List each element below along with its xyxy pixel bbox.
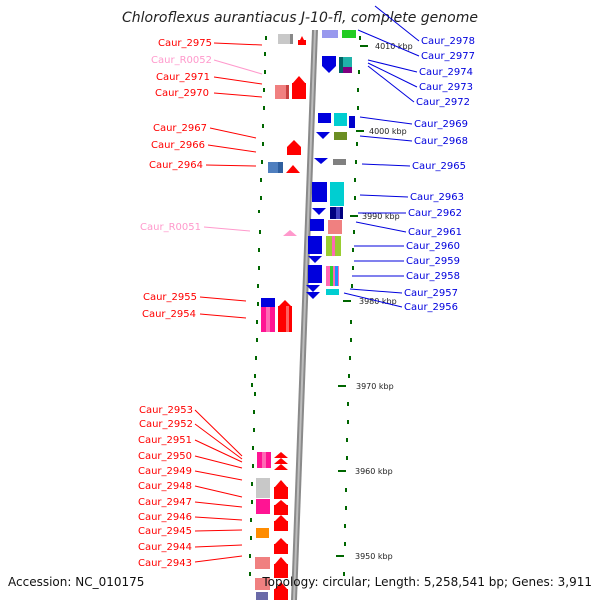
ruler-label-4010: 4010 kbp (375, 42, 413, 51)
right-gene-labels: Caur_2978 Caur_2977 Caur_2974 Caur_2973 … (404, 36, 475, 313)
ruler-label-3970: 3970 kbp (356, 382, 394, 391)
gene-label-caur-r0052[interactable]: Caur_R0052 (151, 55, 212, 66)
gene-label-caur-2967[interactable]: Caur_2967 (153, 123, 207, 134)
gene-label-caur-2956[interactable]: Caur_2956 (404, 302, 458, 313)
gene-label-caur-2963[interactable]: Caur_2963 (410, 192, 464, 203)
gene-label-caur-2964[interactable]: Caur_2964 (149, 160, 203, 171)
gene-label-caur-2962[interactable]: Caur_2962 (408, 208, 462, 219)
gene-label-caur-2965[interactable]: Caur_2965 (412, 161, 466, 172)
ruler-label-3990: 3990 kbp (362, 212, 400, 221)
right-track (343, 36, 361, 576)
gene-label-caur-2971[interactable]: Caur_2971 (156, 72, 210, 83)
left-track (249, 36, 267, 576)
ruler-label-3950: 3950 kbp (355, 552, 393, 561)
gene-label-caur-2968[interactable]: Caur_2968 (414, 136, 468, 147)
gene-label-caur-2978[interactable]: Caur_2978 (421, 36, 475, 47)
gene-label-caur-2948[interactable]: Caur_2948 (138, 481, 192, 492)
gene-label-caur-2944[interactable]: Caur_2944 (138, 542, 192, 553)
gene-label-caur-2975[interactable]: Caur_2975 (158, 38, 212, 49)
left-leader-lines (194, 42, 263, 563)
gene-label-caur-2950[interactable]: Caur_2950 (138, 451, 192, 462)
gene-label-caur-r0051[interactable]: Caur_R0051 (140, 222, 201, 233)
ruler-label-3960: 3960 kbp (355, 467, 393, 476)
genome-title: Chloroflexus aurantiacus J-10-fl, comple… (122, 10, 478, 26)
ruler-major-ticks (336, 45, 368, 557)
right-leader-lines (343, 5, 420, 308)
gene-label-caur-2951[interactable]: Caur_2951 (138, 435, 192, 446)
topology-text: Topology: circular; Length: 5,258,541 bp… (261, 575, 592, 589)
gene-label-caur-2977[interactable]: Caur_2977 (421, 51, 475, 62)
ruler-label-4000: 4000 kbp (369, 127, 407, 136)
gene-label-caur-2947[interactable]: Caur_2947 (138, 497, 192, 508)
gene-label-caur-2973[interactable]: Caur_2973 (419, 82, 473, 93)
left-gene-labels: Caur_2975 Caur_R0052 Caur_2971 Caur_2970… (138, 38, 212, 569)
gene-label-caur-2955[interactable]: Caur_2955 (143, 292, 197, 303)
gene-label-caur-2970[interactable]: Caur_2970 (155, 88, 209, 99)
gene-label-caur-2952[interactable]: Caur_2952 (139, 419, 193, 430)
gene-label-caur-2958[interactable]: Caur_2958 (406, 271, 460, 282)
gene-label-caur-2961[interactable]: Caur_2961 (408, 227, 462, 238)
gene-label-caur-2974[interactable]: Caur_2974 (419, 67, 473, 78)
gene-label-caur-2943[interactable]: Caur_2943 (138, 558, 192, 569)
gene-label-caur-2957[interactable]: Caur_2957 (404, 288, 458, 299)
reverse-genes (306, 30, 356, 299)
gene-label-caur-2966[interactable]: Caur_2966 (151, 140, 205, 151)
gene-label-caur-2949[interactable]: Caur_2949 (138, 466, 192, 477)
gene-label-caur-2945[interactable]: Caur_2945 (138, 526, 192, 537)
gene-label-caur-2969[interactable]: Caur_2969 (414, 119, 468, 130)
gene-label-caur-2960[interactable]: Caur_2960 (406, 241, 460, 252)
gene-label-caur-2953[interactable]: Caur_2953 (139, 405, 193, 416)
sequence-backbone-highlight (293, 30, 316, 600)
gene-label-caur-2954[interactable]: Caur_2954 (142, 309, 196, 320)
accession-text: Accession: NC_010175 (8, 575, 144, 589)
gene-label-caur-2959[interactable]: Caur_2959 (406, 256, 460, 267)
gene-label-caur-2972[interactable]: Caur_2972 (416, 97, 470, 108)
gene-label-caur-2946[interactable]: Caur_2946 (138, 512, 192, 523)
forward-genes (255, 34, 306, 600)
